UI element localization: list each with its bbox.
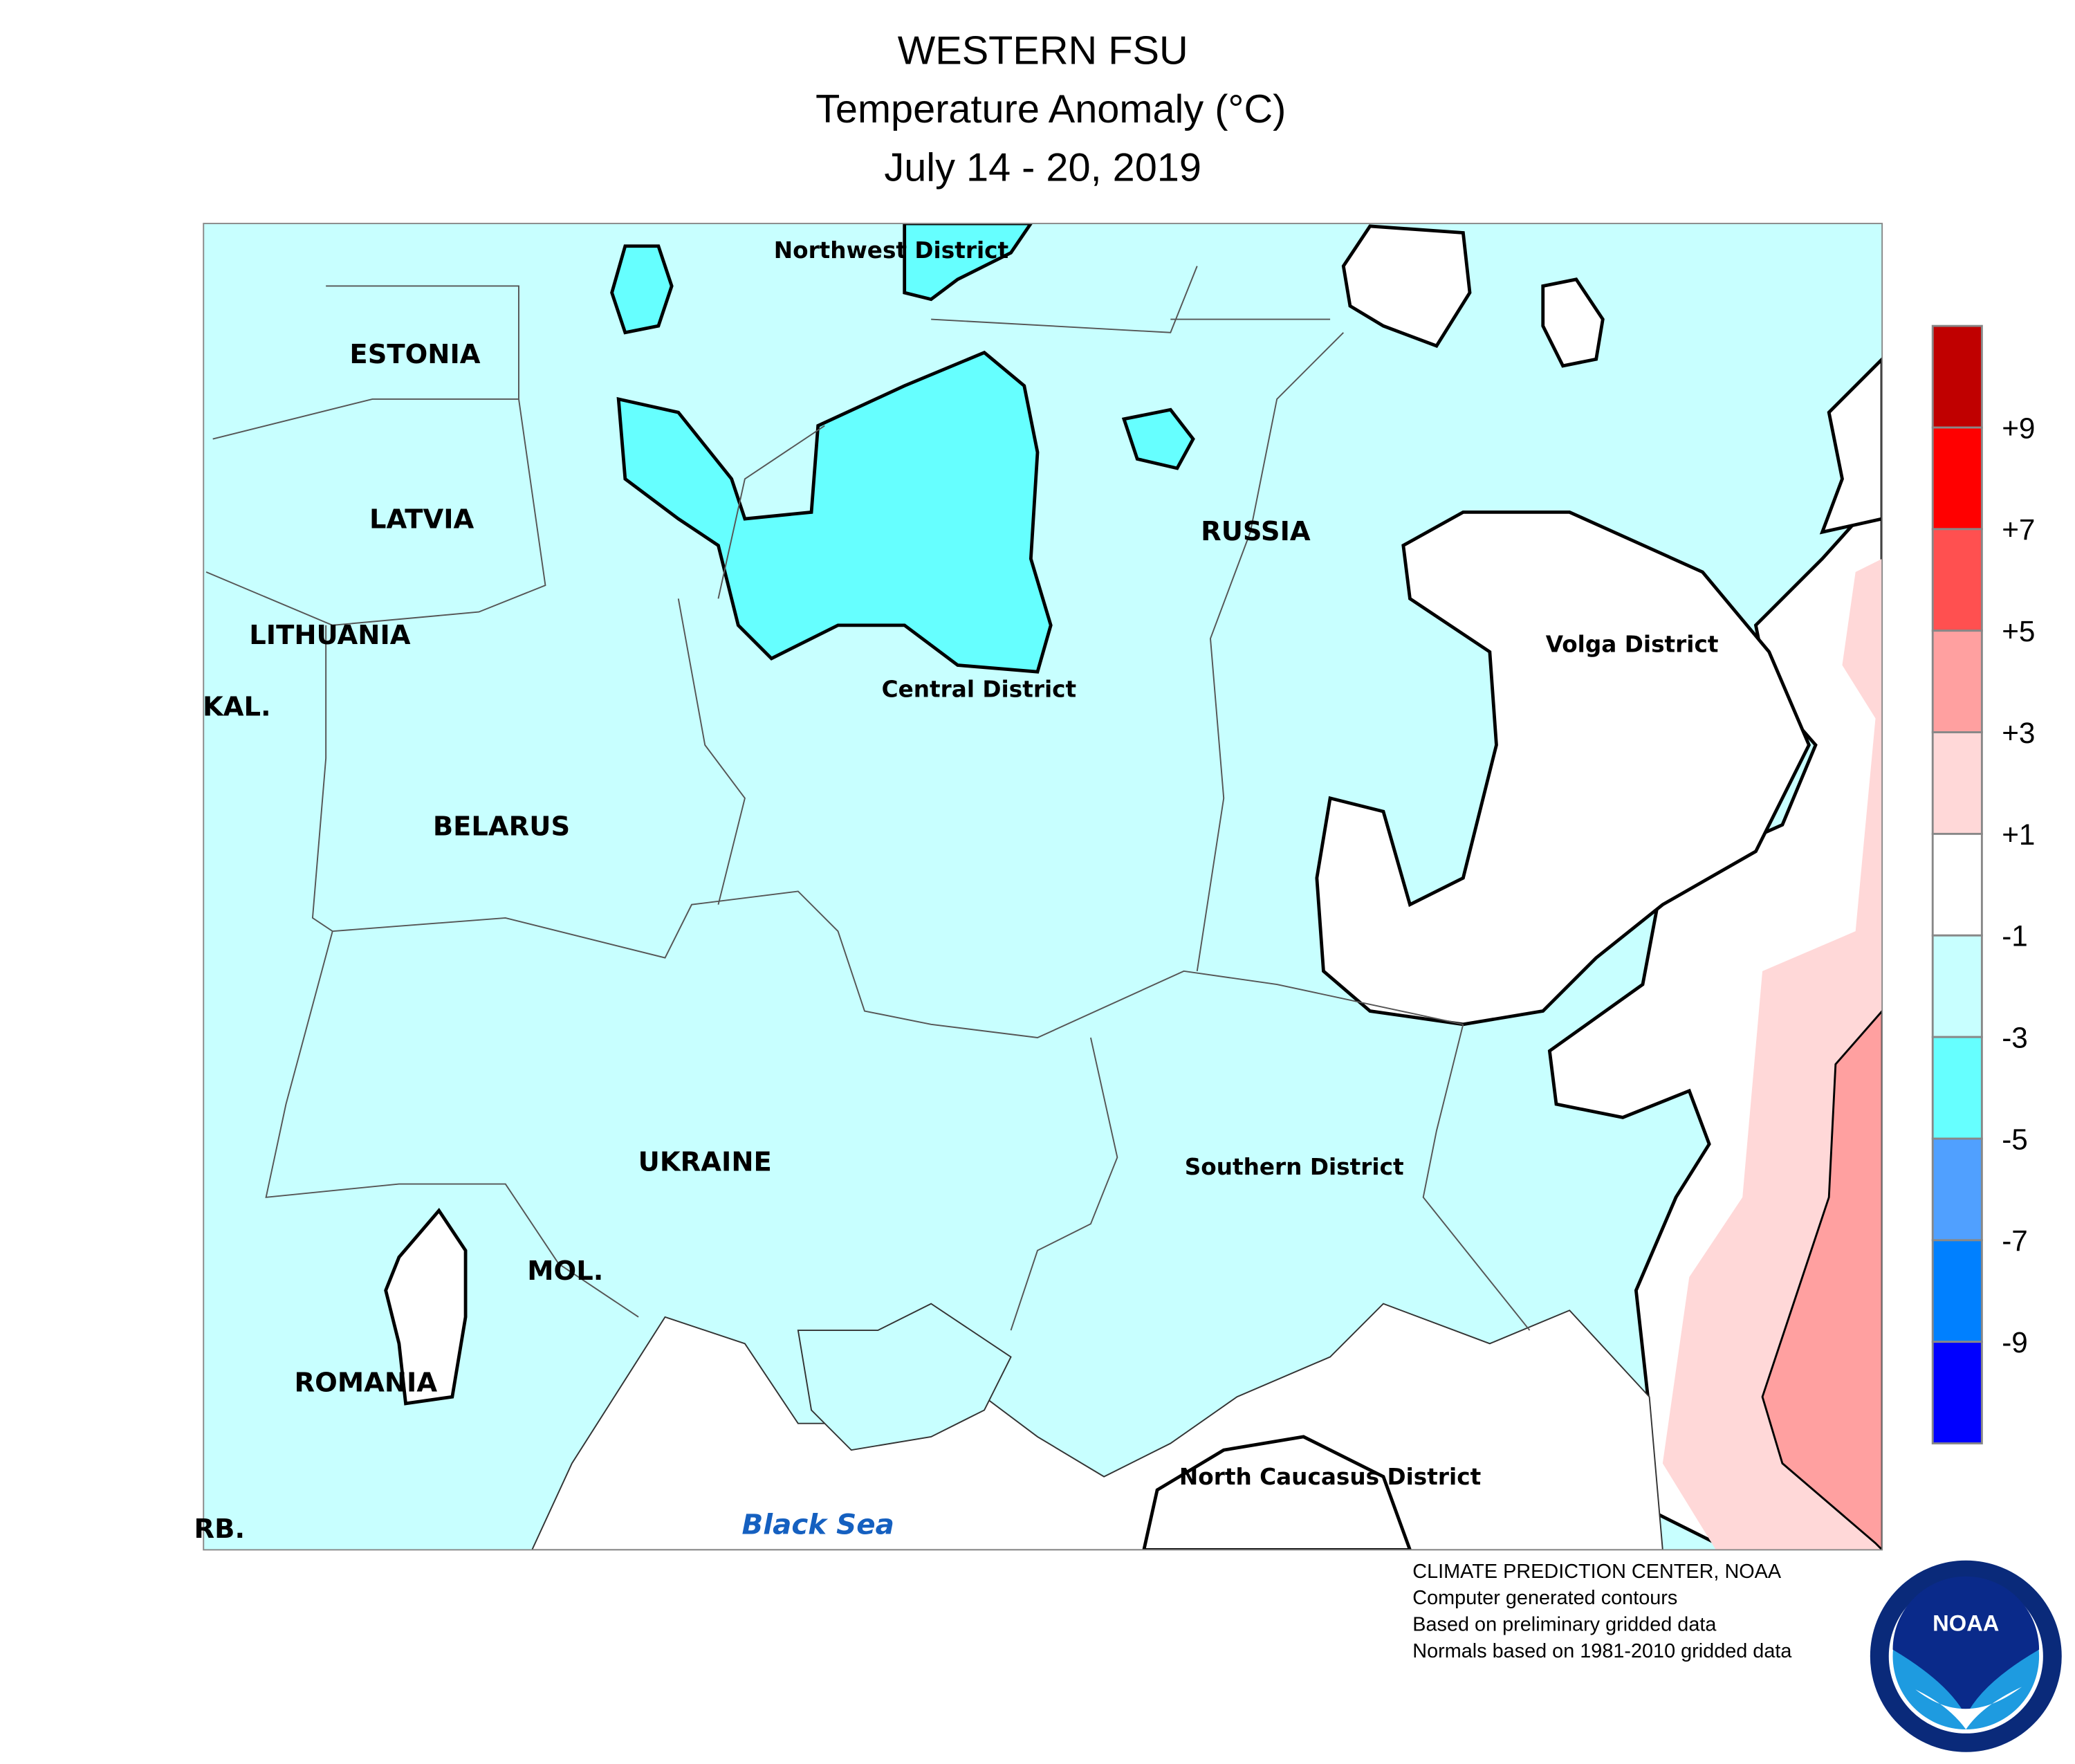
legend-label: -1 xyxy=(2002,920,2028,953)
romania-spot xyxy=(384,1208,468,1406)
legend-swatch xyxy=(1931,731,1983,835)
sea-label: Black Sea xyxy=(741,1508,894,1541)
caucasus-white xyxy=(1142,1435,1412,1550)
footer: CLIMATE PREDICTION CENTER, NOAA Computer… xyxy=(1412,1561,1792,1662)
cold-region-small xyxy=(1121,407,1195,470)
title: WESTERN FSU xyxy=(898,28,1188,73)
legend-swatch xyxy=(1931,1239,1983,1343)
region-label: Volga District xyxy=(1546,631,1719,657)
pink-region-strong xyxy=(1761,1009,1883,1550)
country-label: RB. xyxy=(194,1514,246,1545)
country-label: KAL. xyxy=(203,692,271,723)
legend-swatch xyxy=(1931,1341,1983,1444)
map: Northwest District ESTONIA LATVIA LITHUA… xyxy=(194,223,1883,1551)
legend-label: -7 xyxy=(2002,1224,2028,1257)
footer-line: Computer generated contours xyxy=(1412,1587,1677,1609)
region-label: Central District xyxy=(882,677,1077,703)
legend-label: +7 xyxy=(2002,513,2035,546)
country-label: LATVIA xyxy=(369,504,474,535)
country-label: ROMANIA xyxy=(295,1368,438,1399)
footer-line: Normals based on 1981-2010 gridded data xyxy=(1412,1640,1792,1662)
country-label: UKRAINE xyxy=(638,1146,772,1177)
cold-region-central xyxy=(616,350,1053,674)
logo-top xyxy=(1892,1576,2040,1716)
legend-label: +3 xyxy=(2002,717,2035,749)
logo-text: NOAA xyxy=(1933,1610,1999,1636)
region-label: Northwest District xyxy=(774,237,1008,264)
white-region-north xyxy=(1341,224,1472,348)
region-label: Southern District xyxy=(1185,1154,1404,1180)
cold-region-top xyxy=(903,223,1033,302)
legend-label: +5 xyxy=(2002,615,2035,647)
country-label: ESTONIA xyxy=(349,339,480,370)
white-region-east xyxy=(1819,356,1883,535)
period: July 14 - 20, 2019 xyxy=(884,146,1201,190)
legend-swatch xyxy=(1931,630,1983,734)
noaa-logo: NOAA xyxy=(1870,1560,2062,1752)
legend-swatch xyxy=(1931,324,1983,429)
legend-swatch xyxy=(1931,832,1983,937)
country-label: MOL. xyxy=(527,1256,603,1287)
legend-label: -5 xyxy=(2002,1123,2028,1155)
country-label: BELARUS xyxy=(433,811,570,843)
legend-swatch xyxy=(1931,426,1983,531)
legend-swatch xyxy=(1931,1137,1983,1242)
region-label-text: Northwest District xyxy=(774,237,1008,264)
footer-line: Based on preliminary gridded data xyxy=(1412,1614,1717,1636)
legend-label: +9 xyxy=(2002,412,2035,444)
legend-swatch xyxy=(1931,1036,1983,1140)
country-label: LITHUANIA xyxy=(249,620,411,651)
white-region-lake xyxy=(1541,277,1605,368)
legend-label: -9 xyxy=(2002,1326,2028,1359)
subtitle: Temperature Anomaly (°C) xyxy=(815,87,1286,131)
cold-region-nw xyxy=(610,244,674,335)
logo-bird xyxy=(1915,1687,2022,1729)
region-label: North Caucasus District xyxy=(1179,1464,1481,1490)
legend-label: -3 xyxy=(2002,1022,2028,1054)
borders xyxy=(205,266,1531,1331)
crimea xyxy=(797,1303,1012,1451)
white-region-volga xyxy=(1315,510,1811,1027)
legend-swatch xyxy=(1931,528,1983,632)
map-frame xyxy=(203,223,1883,1551)
legend-swatch xyxy=(1931,934,1983,1038)
country-label: RUSSIA xyxy=(1201,516,1311,547)
footer-line: CLIMATE PREDICTION CENTER, NOAA xyxy=(1412,1561,1782,1583)
legend-label: +1 xyxy=(2002,818,2035,851)
legend: +9 +7 +5 +3 +1 -1 -3 -5 -7 -9 xyxy=(1931,324,2035,1444)
